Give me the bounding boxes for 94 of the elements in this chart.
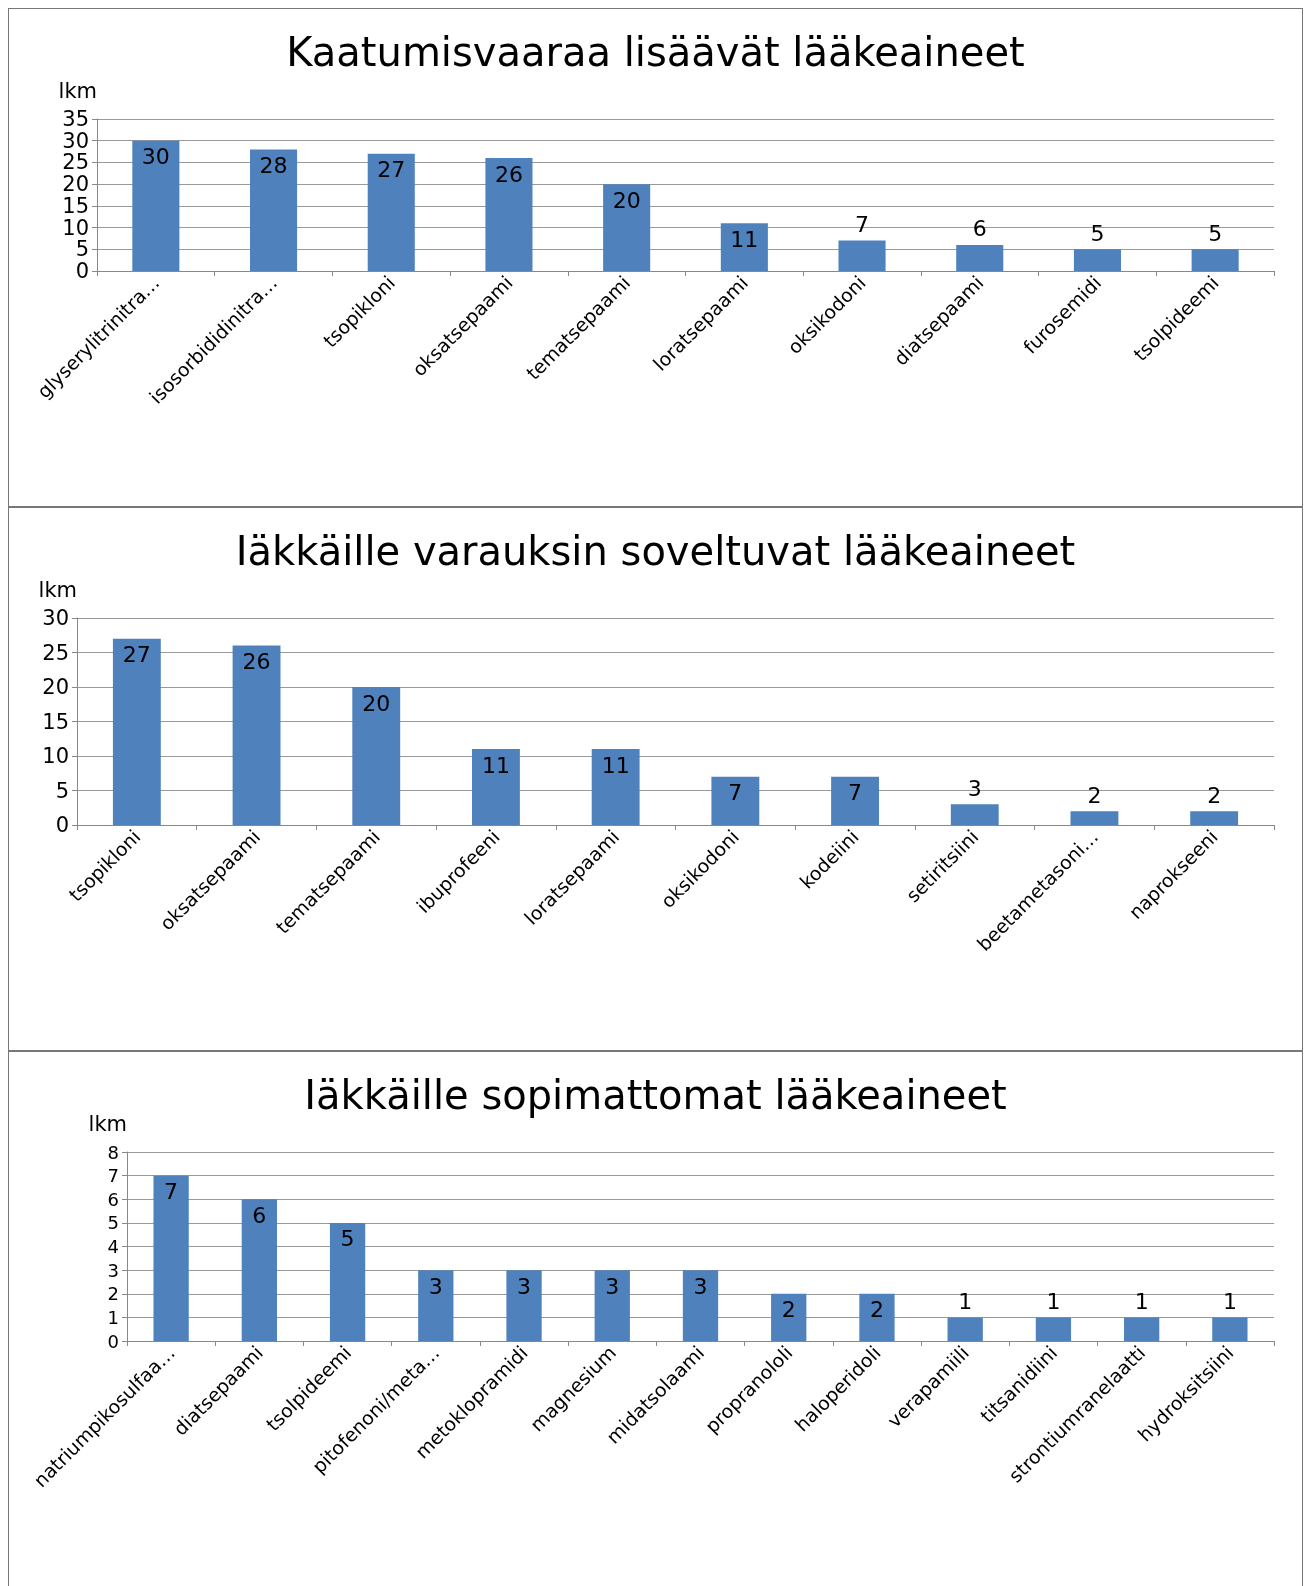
data-label: 2 <box>781 1297 796 1323</box>
bar <box>838 240 886 271</box>
data-label: 30 <box>141 144 170 170</box>
data-label: 20 <box>362 690 391 716</box>
bar <box>1124 1317 1160 1341</box>
data-label: 27 <box>377 157 406 183</box>
data-label: 2 <box>869 1297 884 1323</box>
y-tick-label: 3 <box>107 1259 119 1281</box>
data-label: 3 <box>517 1273 532 1299</box>
y-tick-label: 0 <box>55 813 69 837</box>
data-label: 5 <box>1090 220 1105 246</box>
data-label: 3 <box>967 775 982 801</box>
y-tick-label: 25 <box>62 150 89 175</box>
y-tick-label: 30 <box>42 606 69 630</box>
data-label: 2 <box>1087 782 1102 808</box>
data-label: 20 <box>612 187 641 213</box>
y-tick-label: 10 <box>62 215 89 240</box>
bar <box>720 223 768 271</box>
y-tick-label: 15 <box>42 709 69 734</box>
bar <box>506 1270 542 1341</box>
data-label: 3 <box>428 1273 443 1299</box>
y-tick-label: 8 <box>107 1141 119 1163</box>
y-tick-label: 4 <box>107 1236 119 1257</box>
data-label: 11 <box>601 752 630 778</box>
chart-title: Iäkkäille varauksin soveltuvat lääkeaineet <box>235 528 1076 574</box>
y-tick-label: 5 <box>107 1212 119 1234</box>
y-tick-label: 6 <box>107 1188 119 1210</box>
data-label: 5 <box>1208 220 1223 246</box>
y-tick-label: 20 <box>42 675 69 699</box>
bar <box>153 1175 189 1341</box>
y-tick-label: 35 <box>62 107 89 131</box>
bar <box>603 184 651 271</box>
bar <box>594 1270 630 1341</box>
data-label: 27 <box>122 642 151 668</box>
bar <box>241 1199 277 1341</box>
bar <box>112 638 161 825</box>
data-label: 3 <box>605 1273 620 1299</box>
y-tick-label: 25 <box>42 640 69 665</box>
y-tick-label: 5 <box>55 778 69 803</box>
chart-title: Iäkkäille sopimattomat lääkeaineet <box>304 1072 1007 1118</box>
bar <box>329 1222 366 1341</box>
bar <box>352 687 401 825</box>
y-tick-label: 0 <box>75 259 89 283</box>
data-label: 3 <box>693 1273 708 1299</box>
y-axis-title: lkm <box>88 1111 127 1136</box>
bar <box>771 1293 807 1341</box>
y-tick-label: 0 <box>107 1330 119 1352</box>
data-label: 1 <box>1046 1288 1061 1314</box>
bar <box>831 776 879 825</box>
y-tick-label: 7 <box>107 1165 119 1187</box>
data-label: 7 <box>848 780 863 806</box>
y-tick-label: 5 <box>75 237 89 262</box>
bar <box>1212 1317 1248 1341</box>
data-label: 1 <box>958 1288 973 1314</box>
y-tick-label: 2 <box>107 1283 119 1305</box>
y-tick-label: 10 <box>42 744 69 768</box>
bar <box>1073 249 1121 271</box>
bar <box>859 1293 895 1341</box>
bar <box>367 153 415 271</box>
chart-title: Kaatumisvaaraa lisäävät lääkeaineet <box>286 29 1025 75</box>
y-tick-label: 30 <box>62 128 89 153</box>
data-label: 1 <box>1222 1288 1237 1314</box>
bar <box>711 776 760 825</box>
data-label: 11 <box>481 752 510 778</box>
data-label: 6 <box>252 1202 267 1228</box>
data-label: 1 <box>1134 1288 1149 1314</box>
bar <box>418 1270 454 1341</box>
y-axis-title: lkm <box>38 577 77 602</box>
bar <box>950 804 999 825</box>
bar <box>956 244 1004 271</box>
bar <box>1191 249 1239 271</box>
bar <box>682 1270 719 1341</box>
data-label: 7 <box>855 212 870 238</box>
bar <box>472 749 520 825</box>
data-label: 7 <box>164 1179 179 1205</box>
data-label: 28 <box>259 152 288 178</box>
data-label: 6 <box>972 216 987 242</box>
bar <box>591 749 640 825</box>
bar <box>1070 811 1119 825</box>
data-label: 26 <box>494 161 523 187</box>
bar <box>232 645 281 825</box>
data-label: 26 <box>242 649 271 675</box>
bar <box>485 158 533 271</box>
bar <box>947 1317 983 1341</box>
data-label: 2 <box>1207 782 1222 808</box>
bar <box>1190 811 1239 825</box>
y-tick-label: 1 <box>107 1306 119 1328</box>
data-label: 7 <box>728 780 743 806</box>
bar <box>1035 1317 1072 1341</box>
y-axis-title: lkm <box>58 78 97 103</box>
data-label: 11 <box>730 226 759 252</box>
bar <box>132 140 180 271</box>
bar <box>250 149 298 271</box>
data-label: 5 <box>340 1226 355 1252</box>
